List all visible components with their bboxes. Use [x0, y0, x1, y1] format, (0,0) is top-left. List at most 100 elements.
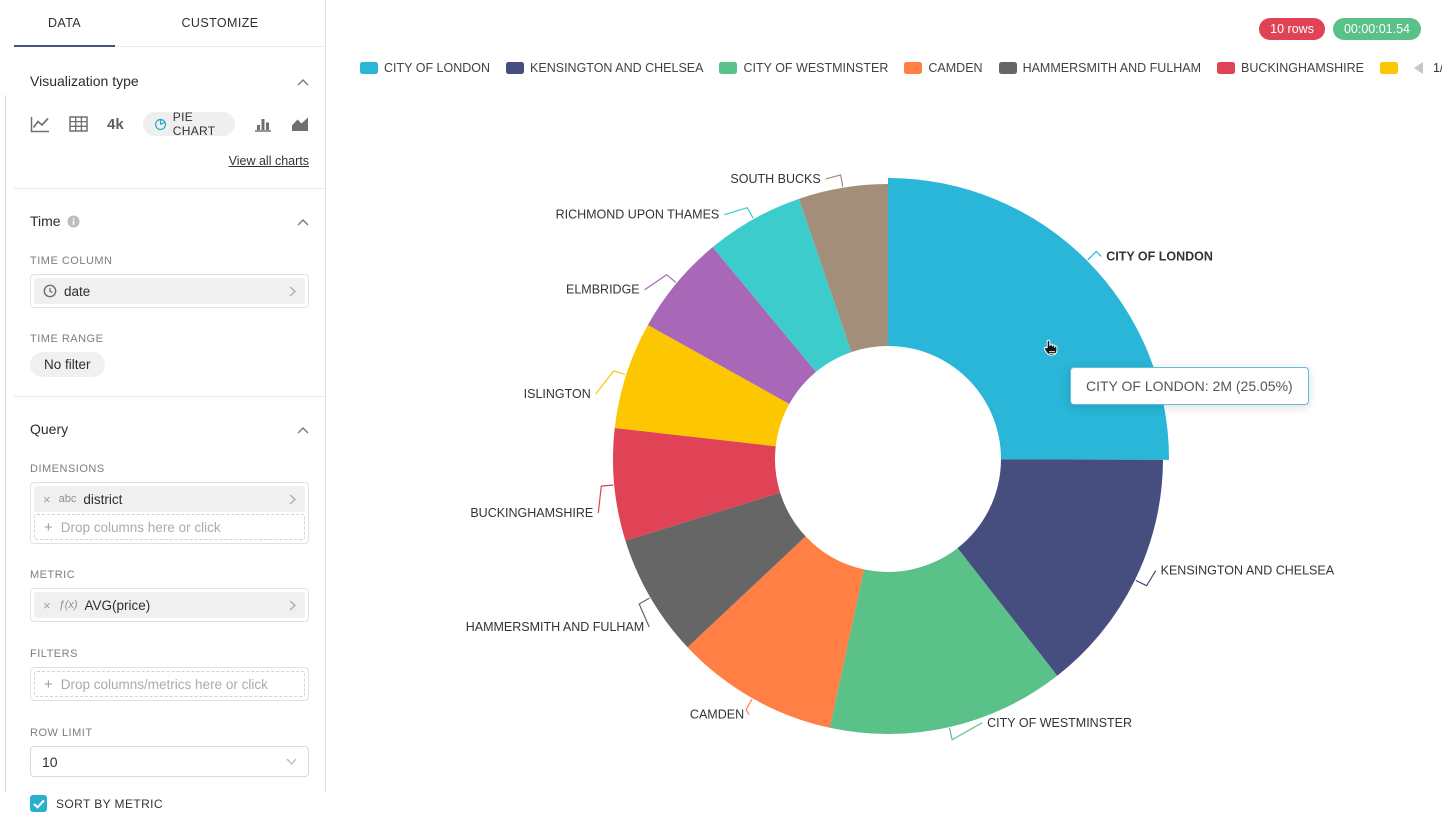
- legend-item-city-of-london[interactable]: CITY OF LONDON: [360, 61, 490, 75]
- control-panel-sidebar: DATA CUSTOMIZE Visualization type: [14, 0, 326, 792]
- time-section: Time TIME COLUMN date TIME RANGE No filt: [14, 189, 325, 397]
- legend-swatch: [999, 62, 1017, 74]
- metric-label: METRIC: [30, 569, 309, 581]
- legend-swatch: [1380, 62, 1398, 74]
- time-column-value: date: [64, 284, 90, 299]
- bar-chart-icon[interactable]: [254, 116, 272, 132]
- legend-item-label: CAMDEN: [928, 61, 982, 75]
- legend-pagination: 1/2: [1414, 61, 1442, 75]
- dimensions-placeholder: Drop columns here or click: [61, 520, 221, 535]
- tab-customize[interactable]: CUSTOMIZE: [115, 0, 325, 46]
- plus-icon: +: [44, 677, 53, 692]
- pie-label-islington: ISLINGTON: [524, 387, 591, 401]
- dimension-value: district: [83, 492, 122, 507]
- pie-chart-icon: [154, 116, 167, 133]
- chevron-up-icon[interactable]: [297, 421, 309, 437]
- filters-control: + Drop columns/metrics here or click: [30, 667, 309, 701]
- status-badges: 10 rows 00:00:01.54: [1259, 18, 1421, 40]
- dimensions-drop-zone[interactable]: + Drop columns here or click: [34, 514, 305, 540]
- legend-item-label: HAMMERSMITH AND FULHAM: [1023, 61, 1201, 75]
- chevron-down-icon: [286, 758, 297, 765]
- filters-placeholder: Drop columns/metrics here or click: [61, 677, 268, 692]
- active-tab-underline: [14, 45, 115, 47]
- legend-item-kensington-and-chelsea[interactable]: KENSINGTON AND CHELSEA: [506, 61, 703, 75]
- check-icon: [33, 799, 45, 809]
- clock-icon: [43, 284, 57, 298]
- pie-label-line: [1088, 251, 1101, 259]
- sort-by-metric-checkbox[interactable]: [30, 795, 47, 812]
- big-number-icon[interactable]: 4k: [107, 116, 124, 133]
- plus-icon: +: [44, 520, 53, 535]
- pie-label-hammersmith-and-fulham: HAMMERSMITH AND FULHAM: [466, 620, 644, 634]
- collapsed-datasource-panel-divider: [5, 95, 6, 792]
- pie-label-line: [1136, 571, 1156, 586]
- metric-avg-price-pill[interactable]: × ƒ(x) AVG(price): [34, 592, 305, 618]
- dimension-district-pill[interactable]: × abc district: [34, 486, 305, 512]
- panel-tabs: DATA CUSTOMIZE: [14, 0, 325, 47]
- legend-swatch: [506, 62, 524, 74]
- legend-prev-page-icon[interactable]: [1414, 62, 1423, 74]
- chevron-up-icon[interactable]: [297, 213, 309, 229]
- chart-legend: CITY OF LONDON KENSINGTON AND CHELSEA CITY…: [360, 60, 1420, 76]
- pie-label-elmbridge: ELMBRIDGE: [566, 283, 640, 297]
- pie-label-city-of-westminster: CITY OF WESTMINSTER: [987, 716, 1132, 730]
- chart-area: 10 rows 00:00:01.54 CITY OF LONDON KENSIN…: [327, 0, 1442, 792]
- pie-label-city-of-london: CITY OF LONDON: [1106, 249, 1213, 263]
- caret-right-icon: [289, 494, 296, 505]
- time-range-pill[interactable]: No filter: [30, 352, 105, 377]
- legend-item-camden[interactable]: CAMDEN: [904, 61, 982, 75]
- query-duration-badge: 00:00:01.54: [1333, 18, 1421, 40]
- legend-item-buckinghamshire[interactable]: BUCKINGHAMSHIRE: [1217, 61, 1364, 75]
- caret-right-icon: [289, 600, 296, 611]
- remove-metric-icon[interactable]: ×: [43, 599, 51, 612]
- table-icon[interactable]: [69, 116, 88, 132]
- metric-type-tag: ƒ(x): [59, 599, 78, 611]
- visualization-type-title: Visualization type: [30, 73, 139, 89]
- legend-item-label: KENSINGTON AND CHELSEA: [530, 61, 703, 75]
- caret-right-icon: [289, 286, 296, 297]
- time-column-control: date: [30, 274, 309, 308]
- view-all-charts-link[interactable]: View all charts: [229, 154, 309, 168]
- line-chart-icon[interactable]: [30, 116, 50, 133]
- chevron-up-icon[interactable]: [297, 73, 309, 89]
- pie-label-line: [826, 175, 843, 187]
- filters-drop-zone[interactable]: + Drop columns/metrics here or click: [34, 671, 305, 697]
- dimensions-control: × abc district + Drop columns here or cl…: [30, 482, 309, 544]
- legend-swatch: [904, 62, 922, 74]
- filters-label: FILTERS: [30, 648, 309, 660]
- metric-control: × ƒ(x) AVG(price): [30, 588, 309, 622]
- tab-data-label: DATA: [48, 16, 81, 30]
- info-icon: [67, 215, 80, 228]
- legend-swatch: [1217, 62, 1235, 74]
- row-limit-select[interactable]: 10: [30, 746, 309, 777]
- tab-customize-label: CUSTOMIZE: [182, 16, 259, 30]
- pie-label-line: [746, 699, 752, 714]
- pie-slice-city-of-london[interactable]: [888, 178, 1169, 460]
- pie-chart-pill-label: PIE CHART: [173, 110, 224, 138]
- pie-label-buckinghamshire: BUCKINGHAMSHIRE: [470, 506, 593, 520]
- chart-tooltip: CITY OF LONDON: 2M (25.05%): [1070, 367, 1309, 405]
- legend-item-city-of-westminster[interactable]: CITY OF WESTMINSTER: [719, 61, 888, 75]
- row-count-badge: 10 rows: [1259, 18, 1325, 40]
- row-limit-label: ROW LIMIT: [30, 727, 309, 739]
- column-type-tag: abc: [59, 493, 77, 505]
- query-section-title: Query: [30, 421, 68, 437]
- pie-label-line: [596, 371, 625, 394]
- time-column-label: TIME COLUMN: [30, 255, 309, 267]
- legend-swatch: [719, 62, 737, 74]
- area-chart-icon[interactable]: [291, 116, 309, 132]
- remove-dimension-icon[interactable]: ×: [43, 493, 51, 506]
- dimensions-label: DIMENSIONS: [30, 463, 309, 475]
- legend-item-label: CITY OF WESTMINSTER: [743, 61, 888, 75]
- pie-label-camden: CAMDEN: [690, 708, 744, 722]
- pie-label-south-bucks: SOUTH BUCKS: [730, 172, 820, 186]
- pie-label-line: [645, 275, 676, 290]
- hand-cursor-icon: [1041, 338, 1061, 363]
- time-range-label: TIME RANGE: [30, 333, 309, 345]
- tab-data[interactable]: DATA: [14, 0, 115, 46]
- pie-chart-selected-pill[interactable]: PIE CHART: [143, 112, 235, 136]
- legend-item-hammersmith-and-fulham[interactable]: HAMMERSMITH AND FULHAM: [999, 61, 1201, 75]
- legend-item-truncated[interactable]: [1380, 62, 1398, 74]
- time-column-pill[interactable]: date: [34, 278, 305, 304]
- pie-label-kensington-and-chelsea: KENSINGTON AND CHELSEA: [1161, 564, 1335, 578]
